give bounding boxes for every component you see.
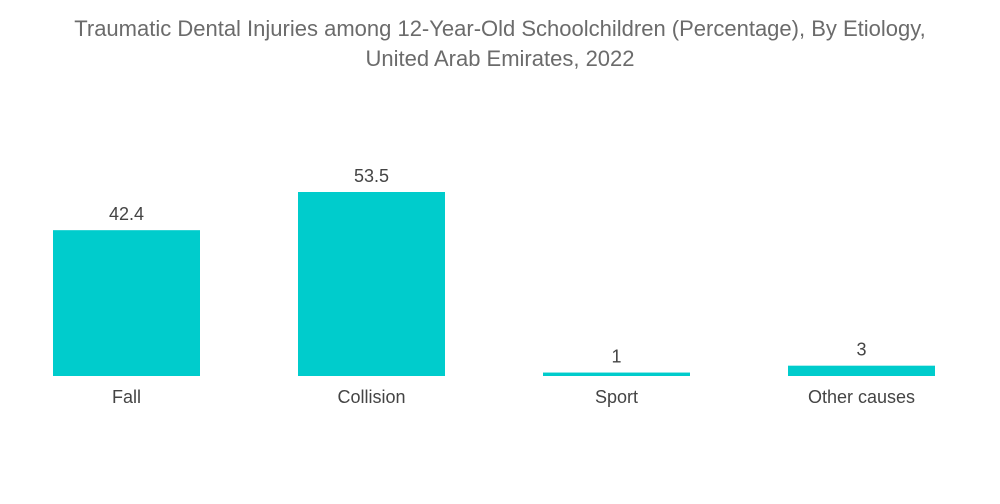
data-label-other-causes: 3 (856, 340, 866, 360)
data-label-fall: 42.4 (109, 204, 144, 224)
data-label-sport: 1 (611, 347, 621, 367)
bar-sport (543, 372, 690, 376)
x-tick-label-collision: Collision (337, 387, 405, 407)
chart-title: Traumatic Dental Injuries among 12-Year-… (0, 14, 1000, 74)
bar-fall (53, 230, 200, 376)
chart-title-line-1: Traumatic Dental Injuries among 12-Year-… (74, 16, 926, 41)
x-tick-label-sport: Sport (595, 387, 638, 407)
x-tick-label-fall: Fall (112, 387, 141, 407)
data-label-collision: 53.5 (354, 166, 389, 186)
bar-other-causes (788, 365, 935, 376)
chart-title-line-2: United Arab Emirates, 2022 (365, 46, 635, 71)
bar-collision (298, 192, 445, 376)
x-tick-label-other-causes: Other causes (808, 387, 915, 407)
